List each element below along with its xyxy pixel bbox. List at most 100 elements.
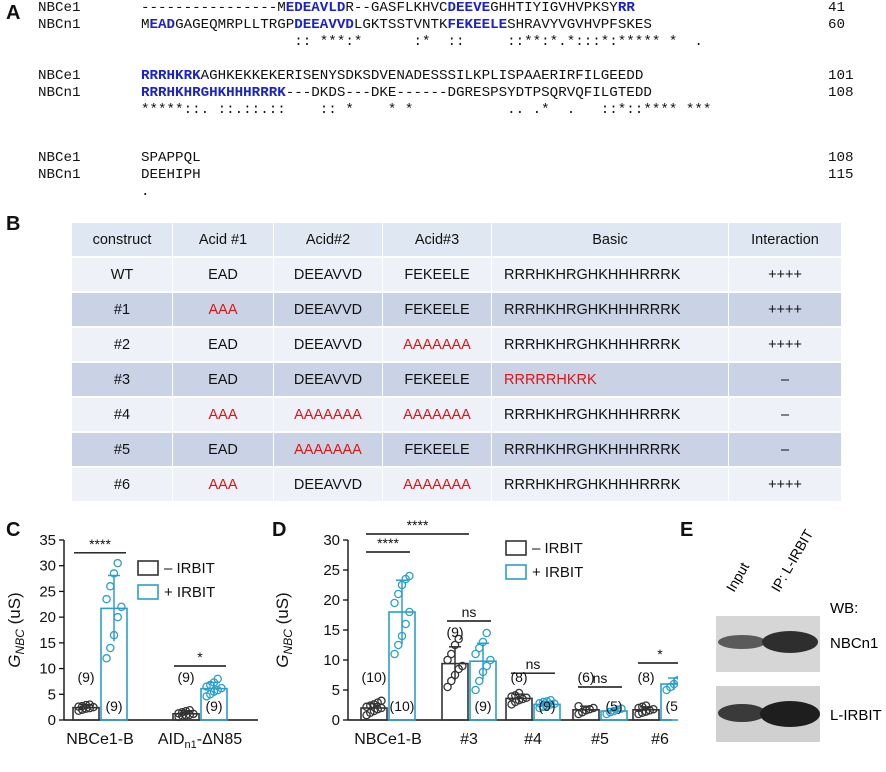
data-point: [443, 682, 452, 692]
alignment-block-2: NBCe1 RRRHKRKAGHKEKKEKERISENYSDKSDVENADES…: [38, 68, 854, 119]
header-construct: construct: [72, 223, 173, 256]
data-point: [617, 704, 626, 713]
y-axis-label: GNBC (uS): [273, 592, 295, 667]
data-point: [609, 706, 619, 716]
legend-label: – IRBIT: [164, 560, 215, 577]
table-cell: DEEAVVD: [274, 468, 383, 501]
sequence-name: NBCe1: [38, 0, 81, 16]
table-cell: ++++: [729, 468, 842, 501]
data-point: [589, 703, 598, 713]
table-cell: #2: [72, 328, 173, 361]
x-tick-label: #6: [651, 731, 669, 748]
data-point: [109, 630, 119, 640]
legend-label: – IRBIT: [532, 540, 583, 557]
data-point: [81, 700, 91, 710]
sequence-segment: ----------------M: [141, 0, 286, 16]
data-point: [514, 688, 524, 698]
table-row: #2 EAD DEEAVVD AAAAAAA RRRHKHRGHKHHHRRRK ++++: [72, 328, 842, 361]
y-tick-label: 20: [39, 609, 56, 626]
table-header-row: construct Acid #1 Acid#2 Acid#3 Basic In…: [72, 223, 842, 256]
chart-c: 0 5 10 15 20 25 30 35 GNBC (uS) (9) (9) NBCe1-B (9) (…: [5, 532, 258, 751]
table-row: #6 AAA DEEAVVD AAAAAAA RRRHKHRGHKHHHRRRK ++++: [72, 468, 842, 501]
band-lirbit-ip: [760, 701, 820, 727]
sequence-segment: M: [141, 17, 150, 33]
header-acid-2: Acid#2: [274, 223, 383, 256]
data-point: [366, 701, 375, 710]
data-point: [109, 569, 119, 578]
sequence-segment: LGKTSSTVNTK: [353, 17, 448, 33]
n-label: (6): [577, 669, 594, 685]
sequence-segment: *****::. ::.::.:: :: * * * .. .* . ::*::…: [141, 102, 712, 118]
n-label: (9): [538, 698, 555, 714]
significance-label: ns: [526, 656, 541, 672]
data-point: [394, 589, 403, 599]
n-label: (5): [605, 698, 622, 714]
y-tick-label: 30: [323, 532, 340, 549]
significance-label: ****: [407, 520, 429, 533]
table-cell: AAA: [173, 468, 274, 501]
motif-segment: EDEAVLD: [285, 0, 346, 16]
data-point: [535, 703, 544, 713]
data-point: [443, 655, 452, 665]
legend-label: + IRBIT: [164, 584, 215, 601]
data-point: [390, 598, 399, 608]
table-row: #4 AAA AAAAAAA AAAAAAA RRRHKHRGHKHHHRRRK –: [72, 398, 842, 431]
data-point: [397, 580, 407, 590]
x-tick-label: AIDn1-ΔN85: [158, 731, 242, 751]
blot-lirbit: [716, 686, 820, 742]
motif-segment: RRRHKHRGHKHHHRRRK: [141, 85, 286, 101]
table-cell: RRRHKHRGHKHHHRRRK: [492, 398, 729, 431]
alignment-row: :: ***:* :* :: ::**:*.*:::*:***** * .: [38, 34, 703, 51]
motif-segment: RRRHKRK: [141, 68, 201, 84]
y-tick-label: 20: [323, 592, 340, 609]
significance-label: *: [197, 649, 203, 665]
x-tick-label: NBCe1-B: [354, 731, 422, 748]
data-point: [213, 674, 222, 684]
chart-d: 0 5 10 15 20 25 30 GNBC (uS) (10)(10) NBCe1-B (9) (…: [273, 520, 678, 748]
n-label: (9): [77, 669, 94, 685]
table-cell: AAAAAAA: [383, 328, 492, 361]
n-label: (9): [205, 698, 222, 714]
data-point: [634, 709, 643, 719]
table-cell: –: [729, 433, 842, 466]
y-tick-label: 0: [332, 712, 340, 729]
data-point: [405, 571, 414, 581]
data-point: [634, 703, 643, 713]
data-point: [606, 707, 615, 717]
n-label: (10): [362, 669, 387, 685]
data-point: [362, 702, 371, 712]
data-point: [174, 709, 183, 718]
y-axis-label: GNBC (uS): [5, 592, 27, 667]
significance-label: ****: [377, 535, 399, 551]
y-tick-label: 5: [48, 686, 56, 703]
table-cell: RRRHKHRGHKHHHRRRK: [492, 433, 729, 466]
significance-label: ns: [462, 604, 477, 620]
data-point: [478, 667, 488, 677]
table-cell: #3: [72, 363, 173, 396]
data-point: [585, 704, 594, 714]
table-row: #5 EAD AAAAAAA FEKEELE RRRHKHRGHKHHHRRRK –: [72, 433, 842, 466]
blot-label-nbcn1: NBCn1: [830, 635, 878, 652]
sequence-segment: GHHTIYIGVHVPKSY: [490, 0, 618, 16]
data-point: [102, 654, 111, 663]
sequence-name: NBCe1: [38, 68, 81, 84]
legend-swatch: [137, 584, 159, 600]
alignment-row: NBCe1 SPAPPQL 108: [38, 150, 854, 167]
data-point: [85, 700, 94, 709]
table-cell: –: [729, 398, 842, 431]
data-point: [447, 649, 456, 659]
legend-swatch: [137, 560, 159, 576]
data-point: [185, 705, 194, 715]
data-point: [450, 640, 460, 650]
data-point: [482, 661, 491, 671]
x-tick-label: #3: [460, 731, 478, 748]
y-tick-label: 5: [332, 682, 340, 699]
header-basic: Basic: [492, 223, 729, 256]
y-tick-label: 10: [323, 652, 340, 669]
alignment-row: NBCn1 DEEHIPH 115: [38, 167, 854, 184]
table-row: WT EAD DEEAVVD FEKEELE RRRHKHRGHKHHHRRRK ++++: [72, 258, 842, 291]
table-cell: DEEAVVD: [274, 258, 383, 291]
n-label: (5): [665, 698, 678, 714]
data-point: [482, 628, 491, 638]
motif-segment: DEEAVVD: [294, 17, 354, 33]
